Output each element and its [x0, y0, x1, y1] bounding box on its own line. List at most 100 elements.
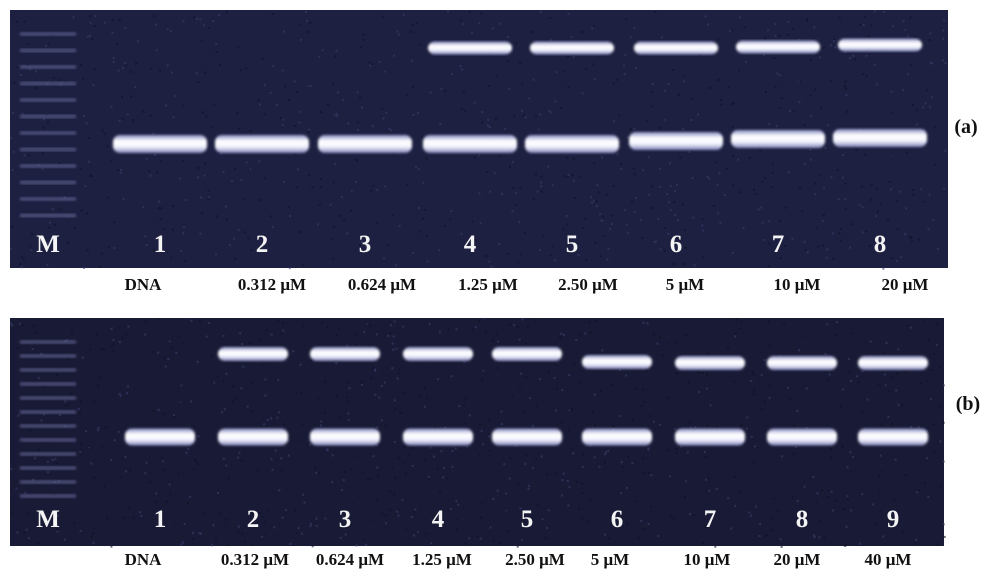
- gel-noise: [437, 468, 439, 470]
- gel-noise: [264, 84, 266, 86]
- gel-noise: [563, 334, 565, 336]
- gel-noise: [213, 382, 215, 384]
- gel-noise: [371, 63, 373, 65]
- gel-noise: [256, 469, 258, 471]
- gel-noise: [385, 514, 387, 516]
- gel-noise: [112, 19, 114, 21]
- gel-noise: [114, 439, 116, 441]
- gel-noise: [204, 162, 206, 164]
- gel-noise: [753, 389, 755, 391]
- gel-noise: [622, 466, 624, 468]
- gel-noise: [939, 367, 941, 369]
- gel-noise: [413, 511, 415, 513]
- gel-noise: [521, 318, 523, 320]
- gel-noise: [690, 119, 692, 121]
- gel-noise: [567, 480, 569, 482]
- gel-noise: [651, 207, 653, 209]
- gel-noise: [832, 232, 834, 234]
- gel-noise: [599, 213, 601, 215]
- gel-noise: [463, 91, 465, 93]
- gel-noise: [798, 349, 800, 351]
- gel-noise: [190, 320, 192, 322]
- gel-noise: [358, 495, 360, 497]
- gel-noise: [861, 371, 863, 373]
- gel-noise: [197, 361, 199, 363]
- gel-noise: [110, 459, 112, 461]
- gel-noise: [705, 479, 707, 481]
- gel-noise: [280, 333, 282, 335]
- gel-noise: [327, 449, 329, 451]
- gel-noise: [579, 176, 581, 178]
- gel-noise: [429, 53, 431, 55]
- gel-noise: [762, 222, 764, 224]
- gel-noise: [127, 325, 129, 327]
- gel-noise: [920, 188, 922, 190]
- gel-noise: [248, 237, 250, 239]
- gel-noise: [398, 508, 400, 510]
- gel-noise: [568, 429, 570, 431]
- gel-noise: [385, 112, 387, 114]
- gel-noise: [165, 365, 167, 367]
- gel-noise: [374, 369, 376, 371]
- gel-noise: [503, 463, 505, 465]
- gel-noise: [692, 217, 694, 219]
- gel-noise: [336, 395, 338, 397]
- gel-noise: [562, 228, 564, 230]
- gel-noise: [341, 489, 343, 491]
- gel-noise: [272, 469, 274, 471]
- gel-noise: [346, 233, 348, 235]
- gel-noise: [945, 62, 947, 64]
- gel-noise: [481, 111, 483, 113]
- gel-noise: [26, 512, 28, 514]
- gel-noise: [160, 218, 162, 220]
- gel-noise: [304, 501, 306, 503]
- gel-noise: [422, 182, 424, 184]
- gel-noise: [480, 12, 482, 14]
- gel-noise: [619, 415, 621, 417]
- gel-noise: [689, 151, 691, 153]
- gel-noise: [931, 369, 933, 371]
- dna-band: [310, 347, 380, 361]
- gel-noise: [739, 328, 741, 330]
- gel-noise: [648, 156, 650, 158]
- gel-noise: [416, 22, 418, 24]
- gel-noise: [229, 244, 231, 246]
- gel-noise: [838, 198, 840, 200]
- gel-noise: [143, 111, 145, 113]
- gel-noise: [624, 209, 626, 211]
- gel-noise: [345, 534, 347, 536]
- gel-noise: [492, 540, 494, 542]
- gel-noise: [150, 175, 152, 177]
- gel-noise: [89, 15, 91, 17]
- gel-noise: [902, 89, 904, 91]
- gel-noise: [350, 210, 352, 212]
- lane-number: 7: [704, 506, 717, 533]
- gel-noise: [374, 394, 376, 396]
- gel-noise: [554, 377, 556, 379]
- gel-noise: [707, 176, 709, 178]
- gel-noise: [672, 69, 674, 71]
- gel-noise: [718, 172, 720, 174]
- marker-band: [20, 65, 76, 69]
- gel-noise: [337, 92, 339, 94]
- gel-noise: [163, 413, 165, 415]
- gel-noise: [728, 86, 730, 88]
- gel-noise: [249, 342, 251, 344]
- gel-noise: [177, 336, 179, 338]
- gel-noise: [885, 342, 887, 344]
- gel-noise: [773, 57, 775, 59]
- gel-noise: [910, 327, 912, 329]
- gel-noise: [180, 543, 182, 545]
- gel-noise: [282, 330, 284, 332]
- gel-noise: [463, 404, 465, 406]
- gel-noise: [500, 23, 502, 25]
- gel-noise: [748, 512, 750, 514]
- gel-noise: [297, 169, 299, 171]
- gel-noise: [944, 150, 946, 152]
- gel-noise: [631, 462, 633, 464]
- gel-noise: [40, 419, 42, 421]
- gel-noise: [669, 162, 671, 164]
- gel-noise: [216, 51, 218, 53]
- gel-noise: [312, 545, 314, 547]
- gel-noise: [236, 112, 238, 114]
